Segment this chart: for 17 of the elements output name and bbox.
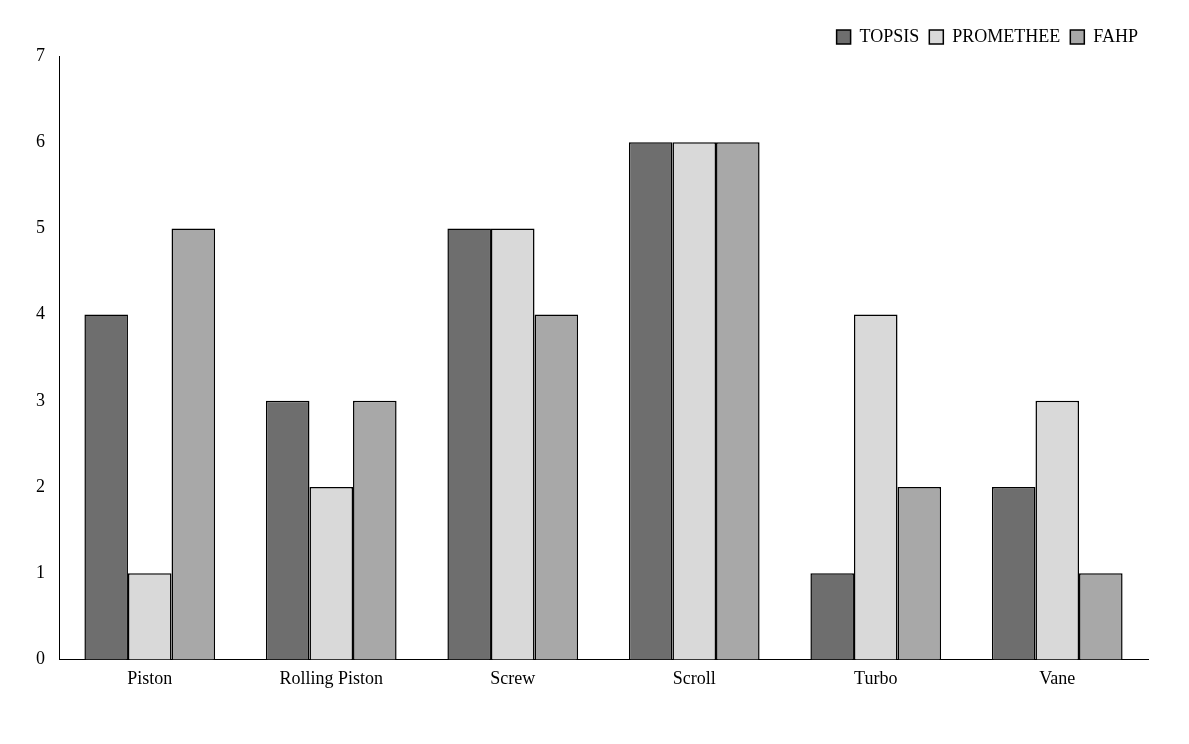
y-tick-label: 6: [36, 130, 45, 151]
y-tick-label: 4: [36, 303, 45, 324]
y-tick-label: 1: [36, 561, 45, 582]
x-tick-label: Vane: [1039, 667, 1076, 688]
x-tick-label: Screw: [490, 667, 536, 688]
y-tick-label: 7: [36, 44, 45, 65]
y-tick-label: 5: [36, 217, 45, 238]
legend-label: PROMETHEE: [952, 25, 1061, 46]
legend-label: FAHP: [1093, 25, 1138, 46]
y-tick-label: 2: [36, 475, 45, 496]
x-tick-label: Rolling Piston: [279, 667, 384, 688]
y-tick-label: 0: [36, 648, 45, 669]
x-tick-label: Scroll: [672, 667, 716, 688]
x-tick-label: Piston: [127, 667, 173, 688]
legend-label: TOPSIS: [859, 25, 920, 46]
y-tick-label: 3: [36, 389, 45, 410]
x-tick-label: Turbo: [854, 667, 898, 688]
